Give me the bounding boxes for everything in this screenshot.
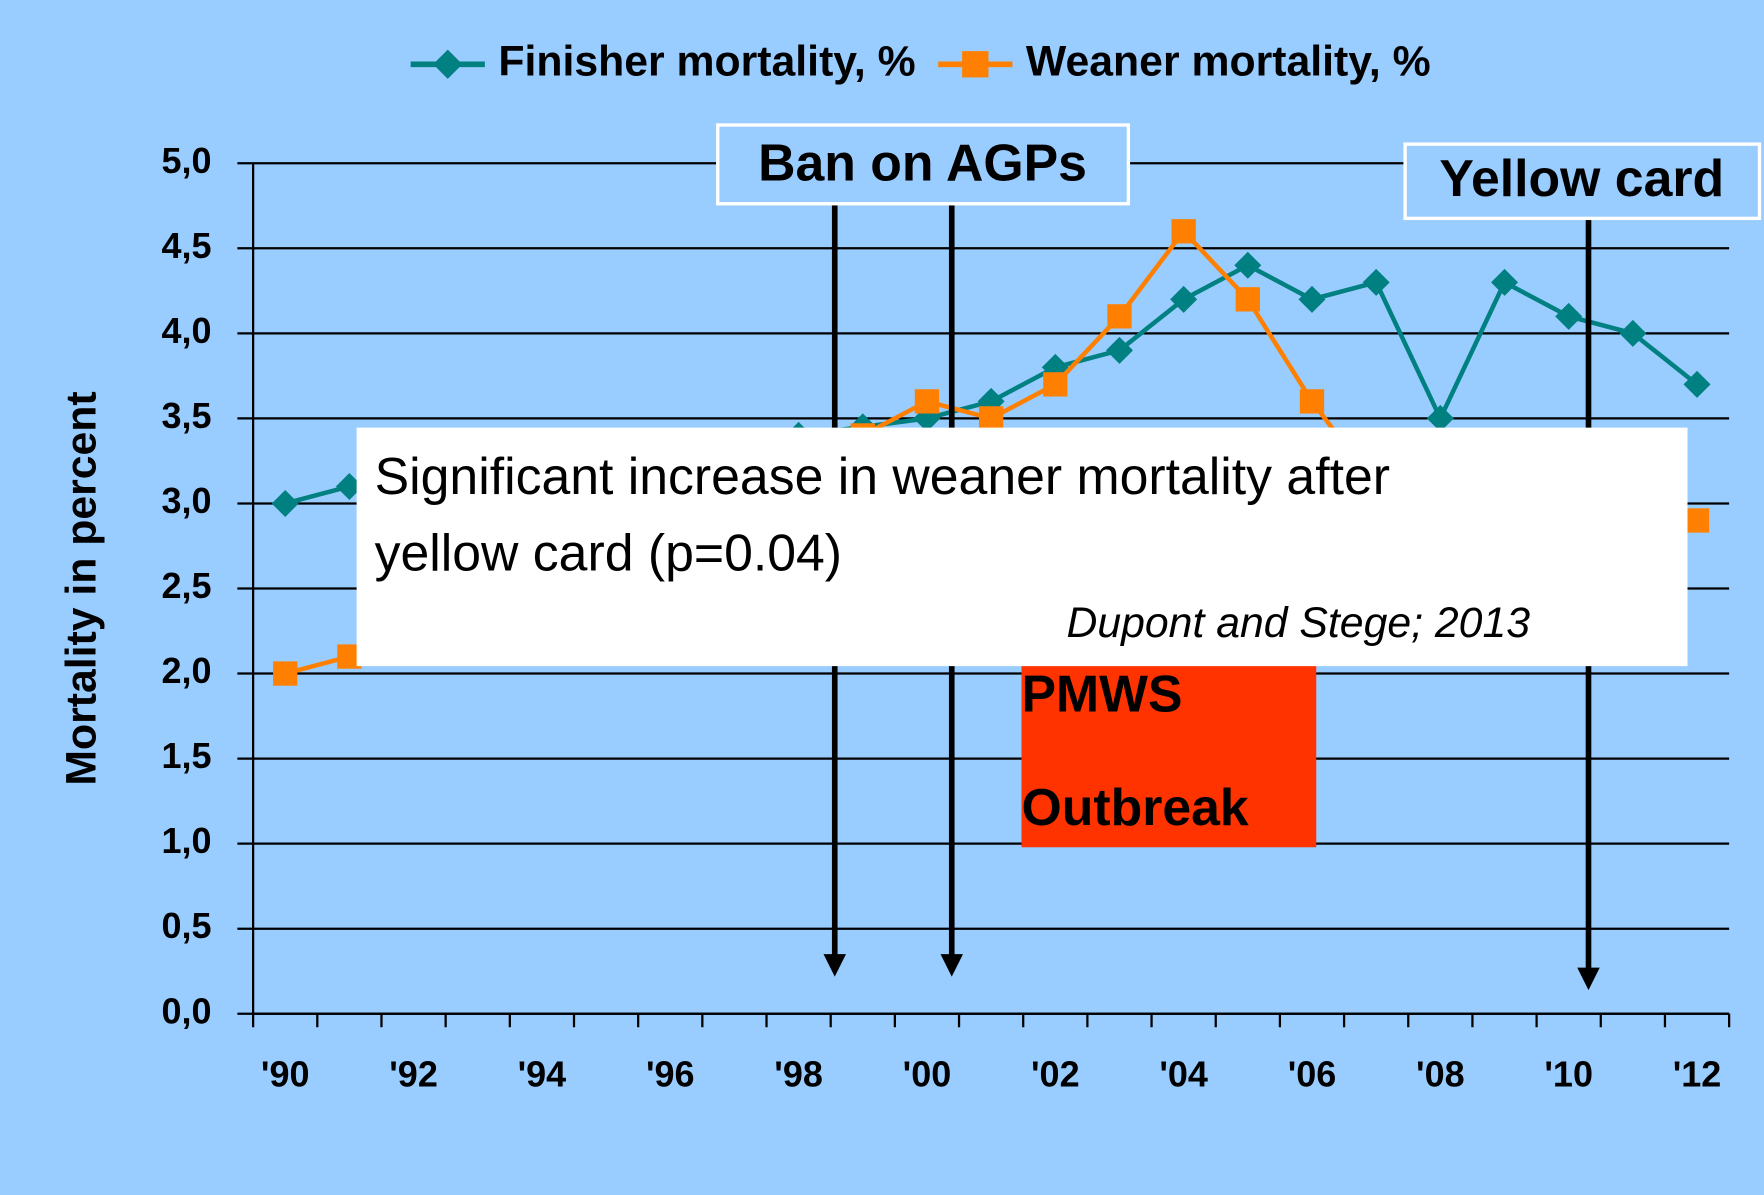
x-tick-label: '00 [903,1053,952,1094]
y-tick-label: 3,5 [161,395,211,436]
legend-label: Weaner mortality, % [1026,38,1431,86]
marker [1491,268,1519,296]
legend-label: Finisher mortality, % [498,38,915,86]
x-tick-label: '90 [261,1053,310,1094]
annotation-box [1403,142,1762,221]
marker [1235,287,1260,312]
marker [1170,285,1198,313]
y-tick-label: 4,5 [161,225,211,266]
y-tick-label: 0,5 [161,905,211,946]
x-tick-label: '02 [1031,1053,1080,1094]
marker [1105,336,1133,364]
marker [1299,389,1325,414]
marker [1107,304,1132,329]
x-tick-label: '08 [1416,1053,1465,1094]
marker [1043,372,1068,397]
marker [335,472,363,500]
marker [273,661,298,686]
grid: 0,0 0,5 1,0 1,5 2,0 2,5 3,0 3,5 4,0 4,5 5,0 '90 '92 '… [161,140,1731,1094]
pmws-box [1021,658,1317,848]
y-axis-label: Mortality in percent [58,391,106,785]
marker [1362,268,1390,296]
marker [1171,219,1196,244]
annotation: Outbreak [1022,778,1249,836]
annotation-box [716,123,1131,206]
x-tick-label: '96 [646,1053,695,1094]
marker [962,51,989,78]
annotation: PMWS [1022,664,1183,722]
x-tick-label: '12 [1673,1053,1722,1094]
x-tick-label: '06 [1288,1053,1337,1094]
y-tick-label: 1,0 [161,820,211,861]
x-tick-label: '98 [774,1053,823,1094]
y-tick-label: 1,5 [161,735,211,776]
marker [1684,508,1710,533]
marker [433,49,463,79]
source: Dupont and Stege; 2013 [1066,599,1530,647]
marker [1555,302,1583,330]
y-tick-label: 2,0 [161,650,211,691]
x-tick-label: '94 [518,1053,567,1094]
arrowhead [940,954,963,977]
arrowhead [823,954,846,977]
annotation: yellow card (p=0.04) [375,524,842,582]
x-tick-label: '04 [1159,1053,1208,1094]
arrowhead [1577,967,1600,991]
annotation: Yellow card [1439,149,1724,207]
marker [1234,251,1262,279]
marker [1683,370,1711,398]
marker [1426,404,1454,432]
x-tick-label: '10 [1544,1053,1593,1094]
legend: Finisher mortality, % Weaner mortality, % [410,38,1431,86]
x-tick-label: '92 [389,1053,438,1094]
y-tick-label: 4,0 [161,310,211,351]
marker [978,406,1004,431]
marker [1298,285,1326,313]
marker [1619,319,1647,347]
note-box [356,427,1688,667]
marker [914,389,940,414]
y-tick-label: 3,0 [161,480,211,521]
annotation: Ban on AGPs [758,133,1087,191]
y-tick-label: 2,5 [161,565,211,606]
y-tick-label: 0,0 [161,990,211,1031]
y-tick-label: 5,0 [161,140,211,181]
annotation: Significant increase in weaner mortality… [375,447,1390,505]
